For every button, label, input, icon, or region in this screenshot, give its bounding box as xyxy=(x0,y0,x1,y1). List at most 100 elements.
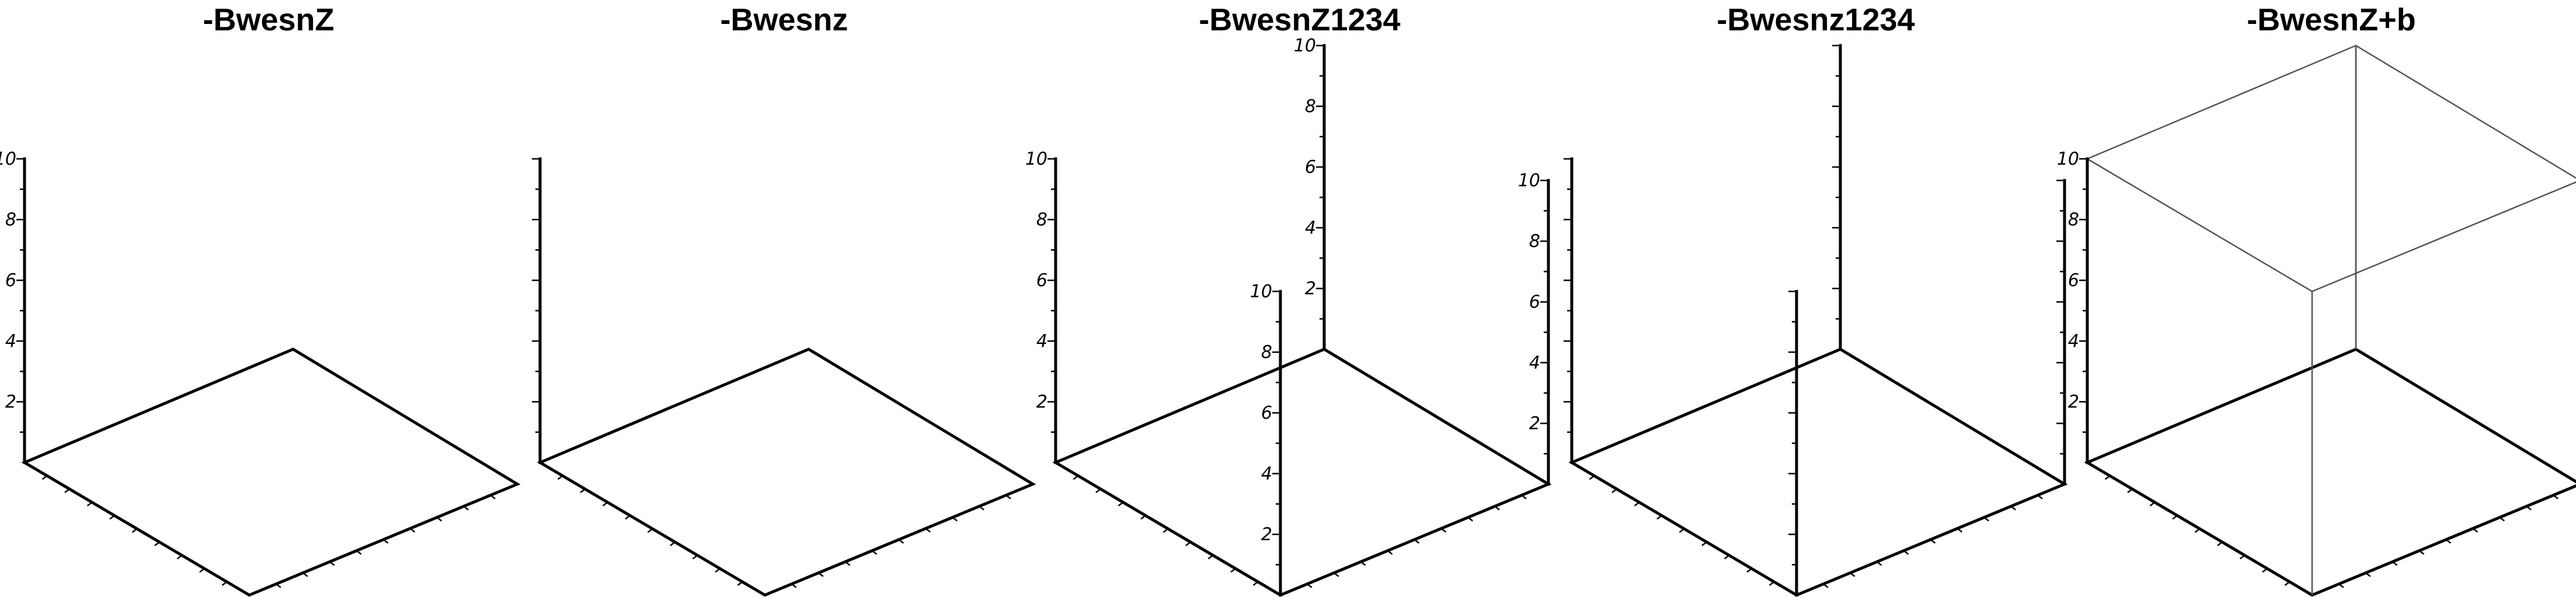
z-axis-n: 2 4 6 8 10 xyxy=(1294,36,1326,351)
base-tick xyxy=(463,506,469,510)
base-tick xyxy=(952,517,958,521)
z-tick-label: 6 xyxy=(1305,157,1316,178)
base-tick xyxy=(737,581,743,586)
base-tick xyxy=(1634,502,1640,507)
base-tick xyxy=(1440,528,1447,533)
z-tick-label: 8 xyxy=(1529,231,1540,252)
base-tick xyxy=(1679,528,1685,533)
panel-title: -BwesnZ1234 xyxy=(1199,2,1400,37)
base-tick xyxy=(436,517,443,521)
z-axis-w: 2 4 6 8 10 xyxy=(1025,149,1057,464)
base-tick xyxy=(1930,539,1936,544)
base-tick xyxy=(2365,572,2371,577)
base-tick xyxy=(1494,506,1500,510)
z-axis-e xyxy=(2056,179,2066,486)
base-tick xyxy=(2172,514,2178,520)
z-tick-label: 4 xyxy=(5,331,16,352)
base-tick xyxy=(2526,506,2532,510)
base-tick xyxy=(382,539,389,544)
z-tick-label: 6 xyxy=(5,270,16,291)
base-tick xyxy=(2217,541,2223,547)
z-tick-label: 10 xyxy=(1025,149,1047,169)
base-frame xyxy=(1568,347,2068,597)
base-tick xyxy=(1073,475,1079,480)
panel-title: -BwesnZ+b xyxy=(2247,2,2416,37)
base-tick xyxy=(176,554,183,559)
base-tick xyxy=(844,561,851,566)
base-tick xyxy=(2284,581,2290,586)
base-tick xyxy=(329,561,335,566)
base-tick xyxy=(2010,506,2016,510)
z-axis-s: 2 4 6 8 10 xyxy=(1250,281,1282,597)
z-tick-label: 10 xyxy=(0,149,16,169)
base-tick xyxy=(2194,528,2201,533)
z-tick-label: 8 xyxy=(1036,210,1047,230)
z-tick-label: 2 xyxy=(1305,279,1316,299)
base-tick xyxy=(86,502,93,507)
z-tick-label: 10 xyxy=(1294,36,1316,56)
z-tick-label: 6 xyxy=(1036,270,1047,291)
base-tick xyxy=(670,541,676,547)
z-tick-label: 8 xyxy=(1305,96,1316,117)
base-tick xyxy=(1656,514,1662,520)
south-east-edge-ticks xyxy=(276,495,496,588)
z-tick-label: 8 xyxy=(2068,210,2079,230)
base-tick xyxy=(1611,488,1617,493)
base-tick xyxy=(2553,495,2558,499)
base-tick xyxy=(1876,561,1882,566)
base-tick xyxy=(979,506,984,510)
base-tick xyxy=(1414,539,1420,544)
base-tick xyxy=(625,514,631,520)
west-south-edge-ticks xyxy=(1589,475,1775,586)
base-tick xyxy=(302,572,308,577)
base-tick xyxy=(1521,495,1527,499)
z-tick-label: 4 xyxy=(1305,218,1316,238)
west-south-edge-ticks xyxy=(2104,475,2290,586)
base-tick xyxy=(1903,550,1909,555)
base-tick xyxy=(1307,583,1313,588)
base-tick xyxy=(1983,517,1990,521)
south-east-edge-ticks xyxy=(791,495,1011,588)
base-tick xyxy=(1118,502,1124,507)
base-tick xyxy=(199,568,205,573)
panel-title: -Bwesnz1234 xyxy=(1717,2,1914,37)
base-frame xyxy=(537,347,1036,597)
base-tick xyxy=(1334,572,1339,577)
base-tick xyxy=(2239,554,2246,559)
z-tick-label: 8 xyxy=(5,210,16,230)
base-tick xyxy=(154,541,160,547)
base-tick xyxy=(1957,528,1963,533)
base-tick xyxy=(925,528,931,533)
base-tick xyxy=(1701,541,1707,547)
base-frame xyxy=(21,347,521,597)
base-tick xyxy=(109,514,115,520)
base-tick xyxy=(1823,583,1829,588)
base-tick xyxy=(276,583,281,588)
z-tick-label: 4 xyxy=(1036,331,1047,352)
z-tick-label: 6 xyxy=(1529,292,1540,312)
panel-4: -Bwesnz1234 xyxy=(1564,2,2068,597)
z-tick-label: 4 xyxy=(1529,353,1540,373)
z-tick-label: 4 xyxy=(2068,331,2079,352)
z-tick-label: 6 xyxy=(1261,403,1272,423)
base-tick xyxy=(602,502,608,507)
base-tick xyxy=(2149,502,2156,507)
base-tick xyxy=(64,488,70,493)
base-tick xyxy=(2037,495,2043,499)
base-tick xyxy=(2472,528,2478,533)
base-tick xyxy=(490,495,496,499)
base-frame xyxy=(1052,347,1552,597)
z-tick-label: 10 xyxy=(2057,149,2079,169)
base-tick xyxy=(1850,572,1856,577)
base-tick xyxy=(2445,539,2452,544)
base-tick xyxy=(2391,561,2398,566)
z-axis-w: 2 4 6 8 10 xyxy=(2057,149,2089,464)
base-tick xyxy=(898,539,904,544)
south-east-edge-ticks xyxy=(1307,495,1527,588)
base-tick xyxy=(1140,514,1146,520)
base-tick xyxy=(1095,488,1101,493)
west-south-edge-ticks xyxy=(1073,475,1259,586)
base-tick xyxy=(131,528,138,533)
base-tick xyxy=(1467,517,1474,521)
cube-box xyxy=(2086,44,2576,595)
